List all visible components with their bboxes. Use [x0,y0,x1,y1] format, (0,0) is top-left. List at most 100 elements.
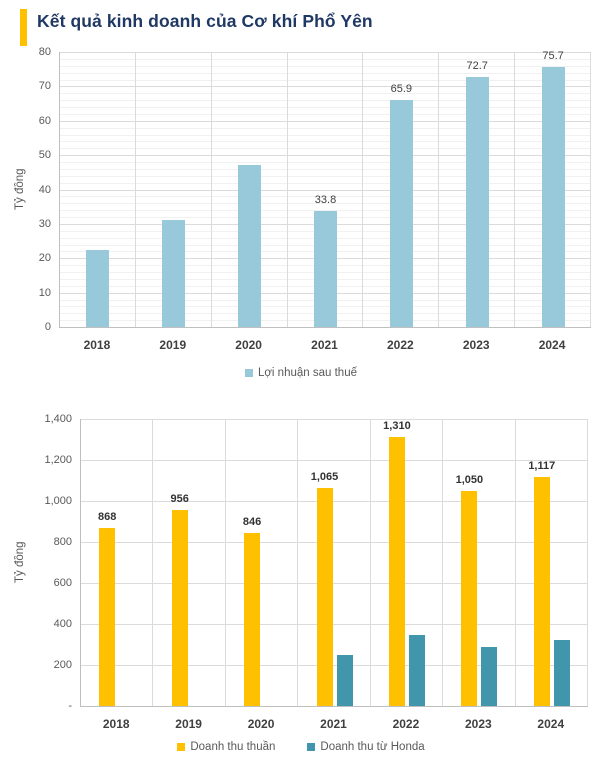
x-tick-label: 2023 [464,717,492,731]
title-accent-bar [20,9,27,46]
bar-lợi-nhuận-sau-thuế [541,66,565,327]
minor-gridline [60,168,591,170]
major-gridline [81,419,588,420]
major-gridline [60,155,591,157]
minor-gridline [60,65,591,67]
x-tick-label: 2019 [175,717,202,731]
bar-value-label: 1,050 [455,473,484,486]
minor-gridline [60,100,591,102]
minor-gridline [60,58,591,60]
minor-gridline [60,134,591,136]
category-gridline [590,52,591,327]
y-tick-label: 1,400 [44,413,72,425]
legend-swatch [245,369,253,377]
x-tick-label: 2024 [538,338,566,352]
x-tick-label: 2022 [392,717,420,731]
bar-doanh-thu-từ-honda [553,640,570,706]
bar-doanh-thu-từ-honda [408,635,425,706]
legend-item: Doanh thu từ Honda [307,741,425,753]
legend-label: Lợi nhuận sau thuế [258,367,357,379]
y-tick-label: 10 [38,286,51,299]
bar-value-label: 75.7 [542,49,564,62]
minor-gridline [60,93,591,95]
bar-doanh-thu-từ-honda [481,646,498,706]
bar-value-label: 956 [170,493,189,506]
major-gridline [81,583,588,584]
header: Kết quả kinh doanh của Cơ khí Phổ Yên [0,0,602,48]
revenue-chart-plot-area: 868 956 846 1,065 1,310 1,050 1,117 [80,419,588,707]
x-tick-label: 2020 [247,717,275,731]
legend-swatch [307,743,316,751]
bar-lợi-nhuận-sau-thuế [238,165,262,327]
y-tick-label: 800 [53,536,72,548]
x-tick-label: 2018 [102,717,130,731]
major-gridline [60,52,591,53]
major-gridline [81,665,588,666]
minor-gridline [60,175,591,177]
y-tick-label: 60 [38,114,51,127]
category-gridline [286,52,288,327]
bar-lợi-nhuận-sau-thuế [86,249,110,327]
bar-lợi-nhuận-sau-thuế [389,100,413,327]
bar-value-label: 1,310 [383,420,411,433]
category-gridline [152,419,154,706]
bar-doanh-thu-thuần [316,487,333,706]
y-tick-label: 40 [38,183,51,196]
y-tick-label: 200 [53,659,72,671]
bar-value-label: 1,117 [528,460,556,472]
minor-gridline [60,79,591,81]
category-gridline [224,419,226,706]
x-tick-label: 2023 [462,338,490,352]
major-gridline [60,86,591,88]
revenue-chart: Tỷ đồng 868 956 846 1,065 1,310 1,050 1,117 Do… [0,410,602,769]
category-gridline [362,52,364,327]
profit-chart-legend: Lợi nhuận sau thuế [0,367,602,379]
legend-item: Doanh thu thuần [177,741,275,753]
x-tick-label: 2021 [320,717,347,731]
bar-value-label: 868 [98,511,117,524]
category-gridline [134,52,136,327]
minor-gridline [60,141,591,143]
legend-item: Lợi nhuận sau thuế [245,367,357,379]
bar-lợi-nhuận-sau-thuế [162,219,186,327]
category-gridline [369,419,371,706]
y-tick-label: 400 [53,618,72,630]
y-tick-label: 600 [53,577,72,589]
y-tick-label: 1,000 [44,495,72,507]
profit-chart-plot-area: 33.8 65.9 72.7 75.7 [59,49,591,328]
bar-value-label: 1,065 [310,470,339,483]
y-tick-label: 0 [44,321,51,333]
x-tick-label: 2019 [159,338,187,352]
profit-chart: Tỷ đồng 33.8 65.9 72.7 75.7 Lợi nhuận sau t… [0,46,602,393]
x-tick-label: 2021 [311,338,338,352]
y-tick-label: - [68,700,72,712]
bar-lợi-nhuận-sau-thuế [314,210,337,327]
bar-lợi-nhuận-sau-thuế [465,77,489,327]
bar-doanh-thu-thuần [461,490,478,706]
bar-doanh-thu-thuần [99,528,116,706]
category-gridline [442,419,444,706]
major-gridline [81,624,588,625]
bar-value-label: 65.9 [390,83,413,96]
category-gridline [587,419,588,706]
bar-doanh-thu-thuần [171,510,188,706]
y-axis-title: Tỷ đồng [14,541,26,584]
revenue-chart-legend: Doanh thu thuần Doanh thu từ Honda [0,741,602,753]
y-tick-label: 70 [38,80,51,93]
minor-gridline [60,107,591,108]
minor-gridline [60,182,591,184]
y-tick-label: 1,200 [44,454,72,466]
page-title: Kết quả kinh doanh của Cơ khí Phổ Yên [37,11,373,31]
y-tick-label: 80 [38,46,51,58]
minor-gridline [60,72,591,74]
legend-swatch [177,743,186,751]
bar-doanh-thu-thuần [388,437,405,706]
y-tick-label: 30 [38,217,51,230]
bar-value-label: 33.8 [314,193,337,206]
bar-doanh-thu-từ-honda [336,654,353,706]
category-gridline [438,52,440,327]
bar-doanh-thu-thuần [244,532,261,706]
major-gridline [60,120,591,122]
category-gridline [514,52,516,327]
x-tick-label: 2020 [235,338,262,352]
